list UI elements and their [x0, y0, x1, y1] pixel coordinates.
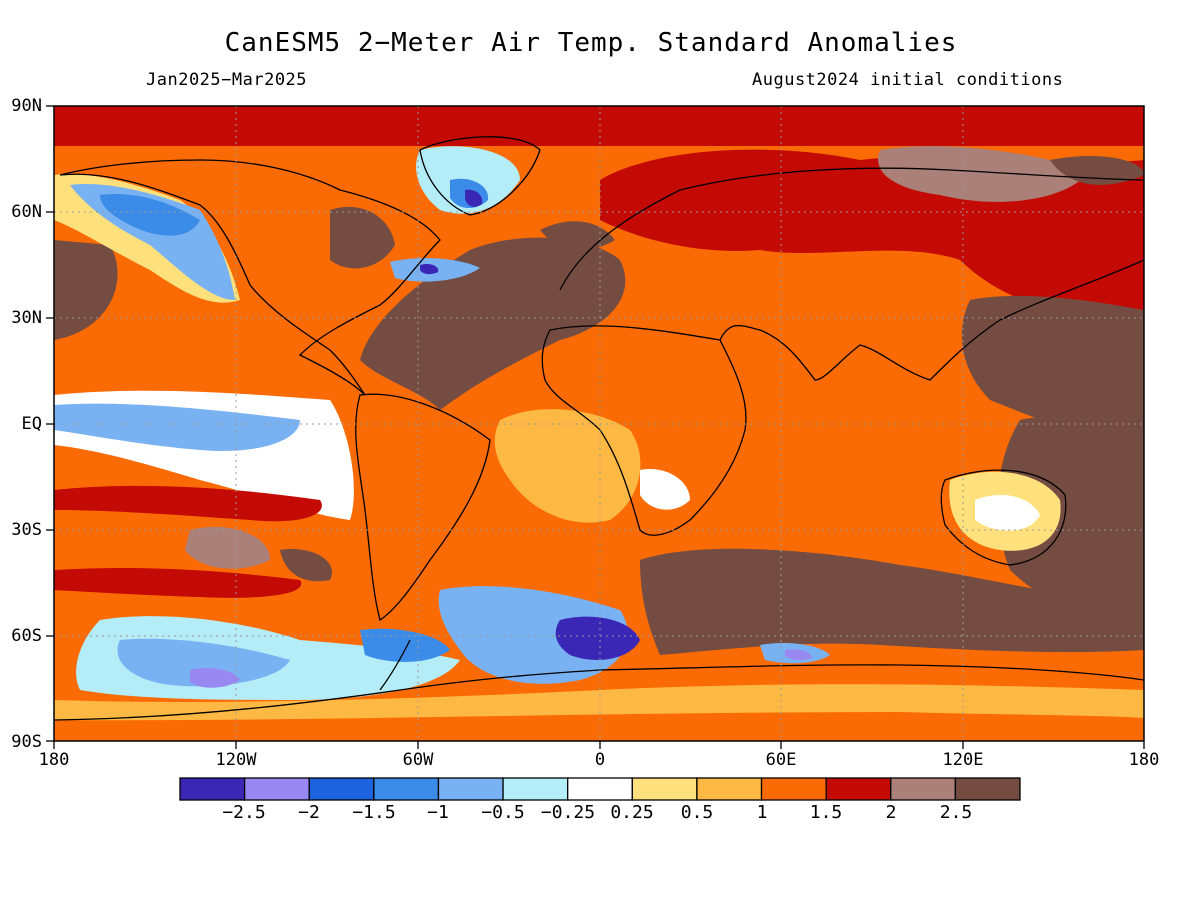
- colorbar-swatch: [760, 777, 827, 801]
- colorbar-label: −0.5: [481, 802, 525, 823]
- colorbar-swatch: [890, 777, 957, 801]
- colorbar: [179, 777, 1021, 801]
- colorbar-label: 0.25: [610, 802, 654, 823]
- lat-label: 30S: [11, 520, 42, 540]
- colorbar-swatch: [243, 777, 310, 801]
- colorbar-swatch: [954, 777, 1021, 801]
- colorbar-label: 0.5: [680, 802, 714, 823]
- colorbar-label: −1.5: [352, 802, 396, 823]
- lon-label: 60E: [765, 750, 797, 770]
- colorbar-swatch: [696, 777, 763, 801]
- colorbar-swatch: [179, 777, 246, 801]
- colorbar-swatch: [631, 777, 698, 801]
- lat-label: 90N: [11, 96, 42, 116]
- colorbar-swatch: [502, 777, 569, 801]
- lat-label: 60N: [11, 202, 42, 222]
- lat-label: 30N: [11, 308, 42, 328]
- lon-label: 120E: [942, 750, 984, 770]
- colorbar-label: −1: [427, 802, 449, 823]
- colorbar-label: 1.5: [809, 802, 843, 823]
- lat-label: 90S: [11, 732, 42, 752]
- colorbar-swatch: [373, 777, 440, 801]
- initial-conditions: August2024 initial conditions: [752, 70, 1064, 90]
- lon-label: 180: [1128, 750, 1160, 770]
- forecast-period: Jan2025−Mar2025: [146, 70, 308, 90]
- lon-label: 0: [594, 750, 606, 770]
- colorbar-swatch: [308, 777, 375, 801]
- lat-label: 60S: [11, 626, 42, 646]
- axis-ticks: [46, 105, 1145, 749]
- colorbar-label: −2: [298, 802, 320, 823]
- colorbar-label: 1: [756, 802, 768, 823]
- colorbar-label: −0.25: [540, 802, 596, 823]
- colorbar-label: 2.5: [939, 802, 973, 823]
- colorbar-swatch: [825, 777, 892, 801]
- colorbar-swatch: [567, 777, 633, 801]
- lon-label: 60W: [402, 750, 434, 770]
- grid-lines: [54, 106, 1144, 741]
- colorbar-swatch: [437, 777, 504, 801]
- colorbar-label: −2.5: [222, 802, 266, 823]
- lon-label: 180: [38, 750, 70, 770]
- lat-label: EQ: [21, 414, 42, 434]
- lon-label: 120W: [215, 750, 257, 770]
- colorbar-label: 2: [885, 802, 897, 823]
- chart-title: CanESM5 2−Meter Air Temp. Standard Anoma…: [224, 28, 958, 58]
